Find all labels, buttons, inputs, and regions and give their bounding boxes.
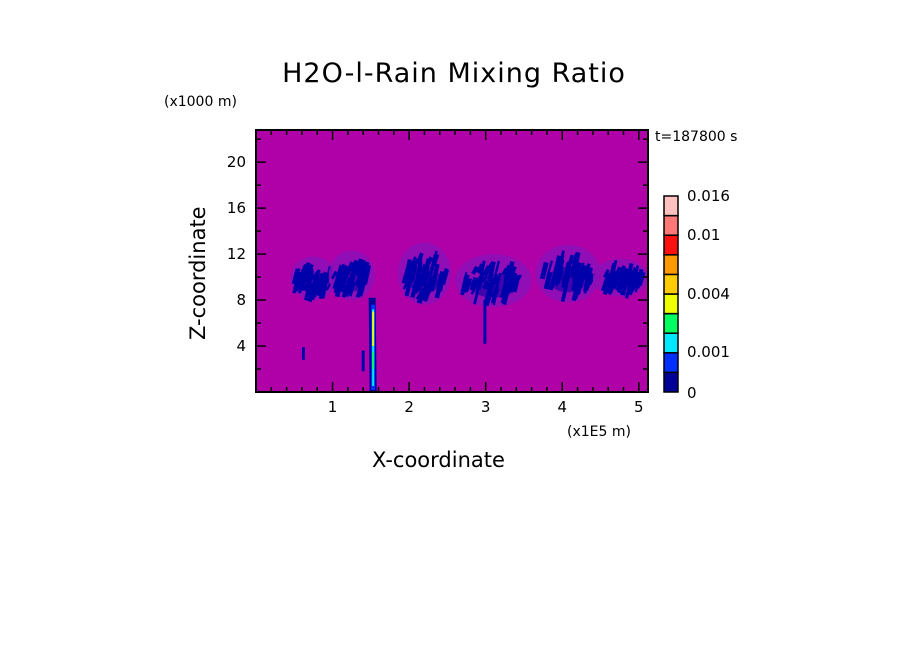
colorbar-box	[663, 371, 679, 393]
colorbar-box	[663, 214, 679, 236]
cloud-cluster-4-streak	[506, 261, 515, 280]
x-axis-label: X-coordinate	[372, 448, 505, 472]
cloud-cluster-5-streak	[587, 273, 596, 285]
colorbar-label: 0	[687, 384, 697, 402]
chart-title: H2O-l-Rain Mixing Ratio	[282, 58, 626, 89]
y-axis-unit: (x1000 m)	[164, 94, 237, 110]
colorbar-box	[663, 312, 679, 334]
x-tick-label: 1	[328, 398, 338, 416]
cloud-cluster-5-streak	[570, 257, 579, 266]
cloud-cluster-6-streak	[637, 271, 646, 287]
cloud-cluster-4-streak	[476, 263, 485, 274]
cloud-cluster-5-core	[548, 266, 588, 293]
y-tick-label: 16	[227, 199, 246, 217]
cloud-cluster-2-core	[337, 269, 366, 292]
colorbar-box	[663, 293, 679, 315]
colorbar-label: 0.01	[687, 226, 720, 244]
cloud-cluster-4-core	[470, 273, 517, 298]
field-layer	[290, 242, 648, 392]
colorbar-box	[663, 254, 679, 276]
cloud-cluster-3-core	[408, 265, 441, 294]
x-tick-label: 4	[557, 398, 567, 416]
cloud-cluster-3-streak	[403, 259, 412, 279]
cloud-cluster-6-core	[603, 272, 637, 290]
colorbar-label: 0.001	[687, 343, 730, 361]
y-tick-label: 20	[227, 153, 246, 171]
cloud-cluster-1-core	[299, 272, 328, 293]
plot-frame	[255, 129, 649, 393]
colorbar-box	[663, 352, 679, 374]
cloud-cluster-5-streak	[543, 271, 553, 290]
y-tick-label: 8	[236, 291, 246, 309]
cloud-cluster-2-streak	[350, 259, 359, 271]
cloud-cluster-3-streak	[442, 268, 449, 280]
cloud-cluster-4-streak	[483, 265, 492, 275]
cloud-cluster-6-streak	[630, 267, 636, 276]
x-axis-unit: (x1E5 m)	[567, 424, 631, 440]
cloud-cluster-4-streak	[471, 265, 479, 275]
cloud-cluster-3-streak	[434, 280, 444, 299]
colorbar-box	[663, 332, 679, 354]
x-tick-label: 3	[481, 398, 491, 416]
y-tick-label: 4	[236, 337, 246, 355]
cloud-cluster-5-streak	[583, 263, 591, 273]
cloud-cluster-1-streak	[325, 282, 332, 291]
cloud-cluster-4-streak	[501, 267, 509, 276]
colorbar-label: 0.016	[687, 187, 730, 205]
cloud-cluster-5-streak	[539, 261, 549, 280]
colorbar-box	[663, 234, 679, 256]
cloud-cluster-2-streak	[364, 265, 372, 285]
colorbar-box	[663, 195, 679, 217]
cloud-cluster-1-streak	[293, 271, 303, 290]
x-tick-label: 2	[404, 398, 414, 416]
colorbar-label: 0.004	[687, 285, 730, 303]
cloud-cluster-3-streak	[425, 256, 434, 266]
time-label: t=187800 s	[655, 129, 738, 145]
x-tick-label: 5	[634, 398, 644, 416]
cloud-cluster-5-streak	[557, 256, 564, 266]
cloud-cluster-3-streak	[432, 253, 440, 267]
y-tick-label: 12	[227, 245, 246, 263]
cloud-cluster-6-streak	[603, 268, 610, 278]
cloud-cluster-1-streak	[291, 268, 301, 285]
colorbar-box	[663, 273, 679, 295]
cloud-cluster-4-streak	[462, 274, 470, 286]
cloud-cluster-4-streak	[465, 278, 473, 293]
cloud-cluster-3-streak	[410, 256, 417, 267]
cloud-cluster-3-streak	[415, 252, 424, 265]
cloud-cluster-2-streak	[330, 270, 338, 280]
